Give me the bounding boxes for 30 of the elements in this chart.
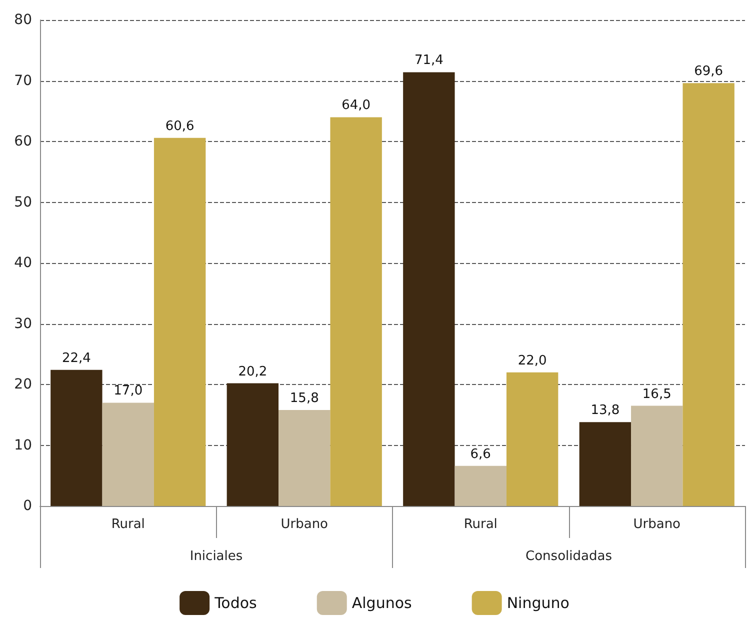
data-label: 16,5 xyxy=(642,386,672,402)
data-label: 69,6 xyxy=(694,64,724,80)
data-label: 60,6 xyxy=(165,118,194,134)
data-label: 20,2 xyxy=(238,364,268,380)
data-label: 13,8 xyxy=(590,403,620,418)
y-tick-label: 10 xyxy=(14,437,32,454)
y-tick-label: 30 xyxy=(14,316,32,332)
x-tick-label: Urbano xyxy=(633,517,681,532)
y-tick-label: 80 xyxy=(14,12,32,28)
y-tick-label: 0 xyxy=(23,498,32,514)
y-tick-label: 70 xyxy=(14,72,32,89)
y-tick-label: 50 xyxy=(14,194,32,210)
text: Iniciales xyxy=(190,549,243,564)
x-tick-label: Urbano xyxy=(280,517,328,532)
text: Consolidadas xyxy=(526,549,612,564)
data-label: 71,4 xyxy=(414,53,444,68)
legend-label: Algunos xyxy=(352,594,412,612)
y-tick-label: 40 xyxy=(14,255,32,271)
data-label: 22,0 xyxy=(518,353,547,368)
x-tick-label: Rural xyxy=(111,517,145,532)
data-label: 22,4 xyxy=(62,350,91,366)
y-tick-label: 60 xyxy=(14,134,32,150)
y-tick-label: 20 xyxy=(14,376,32,392)
data-label: 6,6 xyxy=(470,446,491,462)
legend-label: Ninguno xyxy=(506,594,570,612)
x-tick-label: Rural xyxy=(464,517,498,532)
data-label: 64,0 xyxy=(342,98,371,114)
data-label: 15,8 xyxy=(290,391,319,406)
legend-label: Todos xyxy=(214,594,258,612)
data-label: 17,0 xyxy=(114,384,143,399)
